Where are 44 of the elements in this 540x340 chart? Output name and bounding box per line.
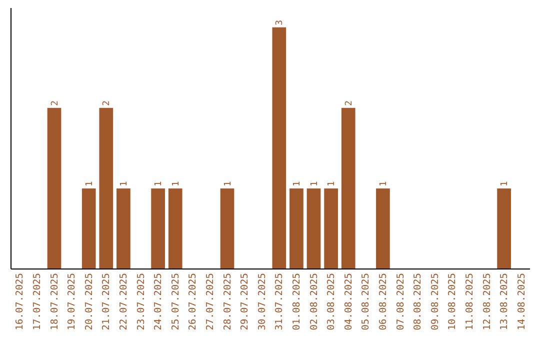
x-tick-label: 04.08.2025 [343, 273, 354, 330]
x-tick-label: 02.08.2025 [308, 273, 320, 330]
x-tick-label: 01.08.2025 [291, 273, 302, 330]
data-label: 2 [344, 100, 354, 106]
x-tick-label: 06.08.2025 [378, 273, 389, 330]
x-tick-label: 16.07.2025 [14, 273, 26, 330]
x-tick-label: 19.07.2025 [66, 273, 78, 330]
data-label: 1 [378, 181, 389, 186]
data-label: 3 [275, 20, 286, 26]
x-tick-label: 24.07.2025 [153, 273, 164, 330]
data-label: 1 [171, 181, 182, 186]
x-tick-label: 10.08.2025 [447, 273, 458, 330]
x-tick-label: 11.08.2025 [464, 273, 476, 330]
data-label: 1 [119, 181, 130, 186]
data-label: 1 [310, 181, 320, 186]
x-tick-label: 18.07.2025 [49, 273, 60, 330]
x-tick-label: 22.07.2025 [118, 273, 130, 330]
x-tick-label: 03.08.2025 [326, 273, 338, 330]
x-tick-label: 25.07.2025 [170, 273, 182, 330]
x-tick-label: 09.08.2025 [430, 273, 441, 330]
x-tick-label: 12.08.2025 [482, 273, 493, 330]
x-tick-label: 20.07.2025 [84, 273, 95, 330]
x-tick-label: 05.08.2025 [360, 273, 372, 330]
data-label: 1 [327, 181, 338, 186]
x-tick-label: 21.07.2025 [101, 273, 112, 330]
x-tick-label: 30.07.2025 [256, 273, 268, 330]
data-label: 1 [84, 181, 95, 186]
x-tick-label: 14.08.2025 [516, 273, 528, 330]
x-tick-label: 23.07.2025 [136, 273, 147, 330]
x-tick-label: 13.08.2025 [499, 273, 510, 330]
x-tick-label: 08.08.2025 [412, 273, 424, 330]
data-label: 1 [500, 181, 510, 186]
data-label: 1 [223, 181, 234, 186]
data-label: 1 [154, 181, 164, 186]
x-tick-label: 17.07.2025 [32, 273, 43, 330]
x-tick-label: 26.07.2025 [188, 273, 199, 330]
x-tick-label: 28.07.2025 [222, 273, 234, 330]
data-label: 1 [292, 181, 302, 186]
x-tick-label: 31.07.2025 [274, 273, 286, 330]
x-tick-label: 07.08.2025 [395, 273, 406, 330]
x-tick-label: 29.07.2025 [240, 273, 251, 330]
x-tick-label: 27.07.2025 [204, 273, 216, 330]
data-label: 2 [50, 100, 60, 106]
data-label: 2 [102, 100, 112, 106]
